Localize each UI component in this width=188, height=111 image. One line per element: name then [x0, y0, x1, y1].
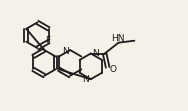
- Text: F: F: [45, 36, 50, 45]
- Text: N: N: [82, 75, 89, 84]
- Text: N: N: [92, 49, 99, 58]
- Text: O: O: [109, 65, 116, 74]
- Text: N: N: [62, 47, 69, 56]
- Text: HN: HN: [111, 34, 124, 43]
